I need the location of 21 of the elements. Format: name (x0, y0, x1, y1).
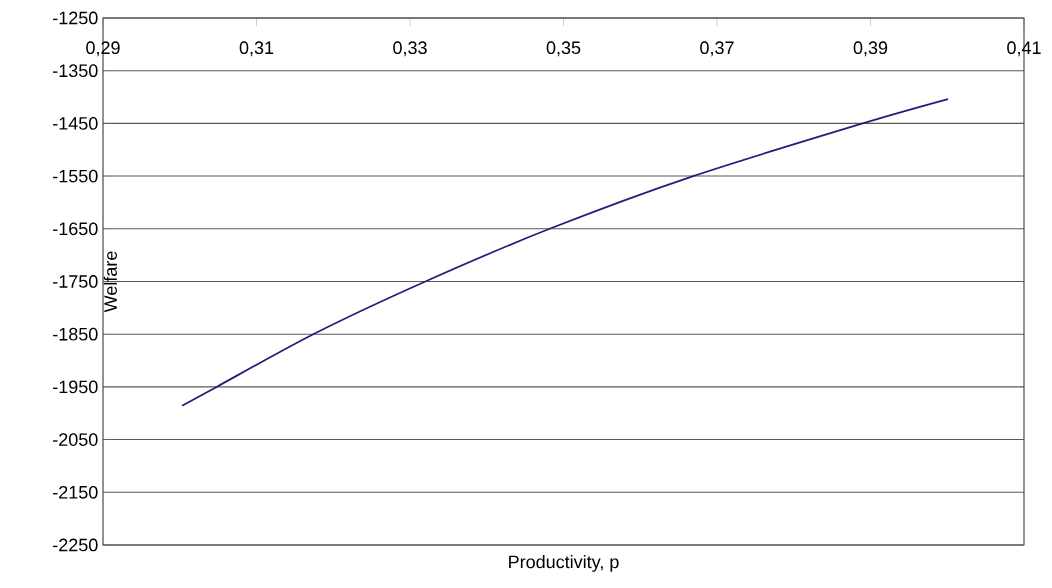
x-tick-label: 0,35 (546, 41, 581, 57)
y-axis-title: Welfare (103, 251, 117, 313)
x-tick-label: 0,41 (1007, 41, 1041, 57)
y-tick-label: -2050 (53, 433, 98, 446)
y-tick-label: -1450 (53, 117, 98, 130)
y-tick-label: -1950 (53, 380, 98, 394)
x-tick-label: 0,33 (393, 41, 427, 57)
y-tick-label: -1850 (53, 327, 98, 341)
x-tick-label: 0,31 (239, 41, 274, 57)
y-tick-label: -1750 (53, 275, 98, 288)
line-series (181, 98, 949, 407)
x-tick-label: 0,37 (700, 41, 734, 57)
y-tick-label: -2150 (53, 485, 98, 499)
y-tick-label: -2250 (53, 538, 98, 552)
x-axis-title: Productivity, p (509, 555, 619, 572)
y-tick-label: -1250 (53, 11, 98, 25)
y-tick-label: -1550 (53, 169, 98, 183)
x-tick-label: 0,39 (853, 41, 888, 57)
x-tick-label: 0,29 (86, 41, 120, 57)
y-tick-label: -1650 (53, 222, 98, 236)
y-tick-label: -1350 (53, 64, 98, 78)
